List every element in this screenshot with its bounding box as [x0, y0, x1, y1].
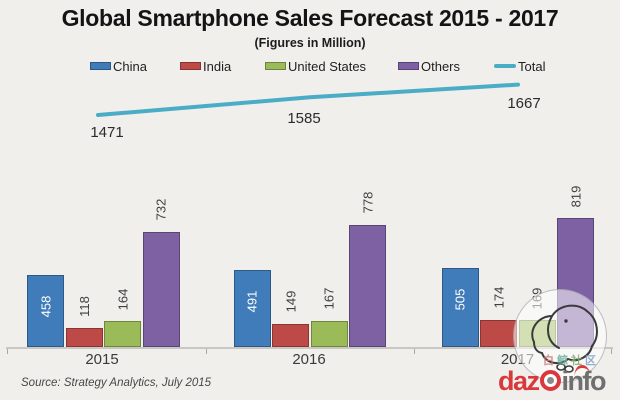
- x-axis-label-2015: 2015: [85, 351, 119, 368]
- legend-color-swatch: [90, 62, 111, 70]
- bar-value-label-others-2016: 778: [359, 191, 375, 214]
- bar-value-label-india-2017: 174: [490, 286, 506, 309]
- watermark-character: 社: [571, 355, 585, 367]
- total-label-2017: 1667: [507, 95, 541, 112]
- axis-tick: [611, 349, 612, 354]
- watermark-character: 白: [543, 355, 557, 367]
- axis-tick: [206, 349, 207, 354]
- watermark-character: 区: [585, 355, 599, 367]
- bar-value-label-others-2017: 819: [567, 185, 583, 207]
- legend-color-swatch: [265, 62, 286, 70]
- bar-value-label-united-states-2016: 167: [321, 287, 337, 310]
- legend-item-china: China: [90, 58, 147, 74]
- bar-india-2015: [65, 328, 103, 347]
- legend-label: Others: [421, 58, 461, 74]
- source-note: Source: Strategy Analytics, July 2015: [21, 377, 212, 389]
- dazeinfo-logo: daz info: [498, 364, 607, 396]
- legend-label: China: [113, 58, 147, 74]
- legend-color-swatch: [398, 62, 419, 70]
- bar-others-2015: [142, 231, 180, 347]
- bar-value-label-china-2017: 505: [452, 288, 468, 311]
- bar-value-label-china-2016: 491: [244, 290, 260, 313]
- axis-tick: [7, 349, 8, 354]
- logo-e-dot: [546, 377, 554, 384]
- total-label-2016: 1585: [287, 110, 321, 127]
- legend-item-others: Others: [398, 58, 461, 74]
- watermark-circle: [513, 289, 607, 383]
- logo-e-circle-icon: [539, 370, 561, 391]
- watermark-community-text: 白鲸社区: [543, 352, 599, 368]
- watermark-character: 鲸: [557, 355, 571, 367]
- legend-label: Total: [518, 58, 546, 74]
- legend-item-total: Total: [494, 58, 546, 74]
- bar-value-label-china-2015: 458: [37, 296, 53, 318]
- legend-label: India: [203, 58, 232, 74]
- bar-value-label-others-2015: 732: [153, 198, 169, 221]
- bar-value-label-united-states-2015: 164: [114, 288, 130, 311]
- x-axis-line: [6, 347, 613, 349]
- total-label-2015: 1471: [90, 124, 124, 141]
- bar-united-states-2015: [104, 321, 141, 347]
- bar-value-label-india-2016: 149: [282, 290, 298, 313]
- legend-color-swatch: [180, 62, 201, 70]
- chart-title: Global Smartphone Sales Forecast 2015 - …: [61, 5, 559, 31]
- x-axis-label-2016: 2016: [292, 351, 326, 368]
- legend-line-swatch: [494, 64, 516, 68]
- axis-tick: [414, 349, 415, 354]
- bar-china-2016: [233, 269, 271, 347]
- bar-others-2016: [349, 224, 386, 347]
- chart-subtitle: (Figures in Million): [254, 36, 366, 50]
- bar-china-2017: [441, 267, 479, 347]
- logo-daz-text: daz: [498, 366, 540, 396]
- logo-info-text: info: [561, 366, 607, 396]
- bar-united-states-2016: [310, 320, 348, 347]
- bar-value-label-india-2015: 118: [76, 296, 92, 317]
- watermark-mascot-icon: [531, 304, 598, 373]
- bar-india-2017: [480, 319, 517, 347]
- legend-item-united-states: United States: [265, 58, 367, 74]
- bar-india-2016: [272, 323, 309, 347]
- legend-item-india: India: [180, 58, 232, 74]
- bar-china-2015: [27, 274, 64, 347]
- legend-label: United States: [288, 58, 367, 74]
